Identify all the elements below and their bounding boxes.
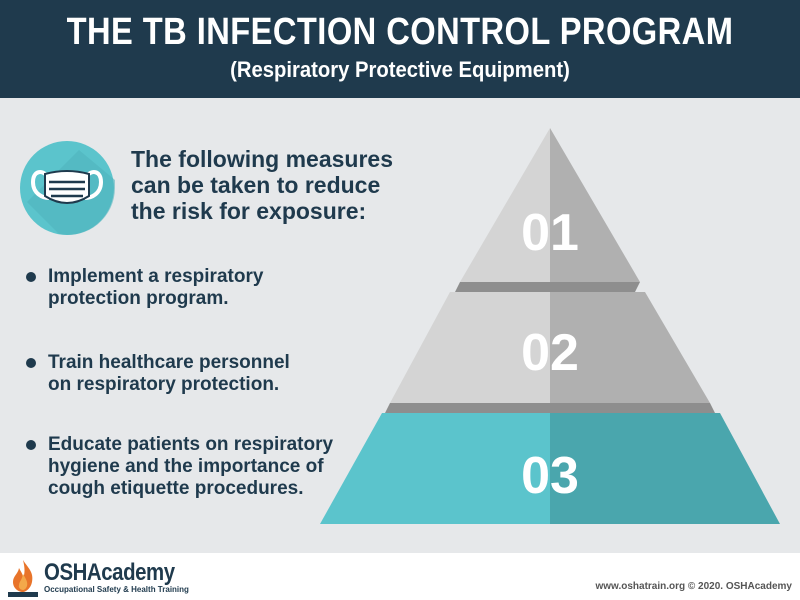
list-item-line: Educate patients on respiratory [48,434,334,455]
pyramid-level-1: 01 [455,128,640,292]
page-subtitle: (Respiratory Protective Equipment) [230,57,570,82]
pyramid-level-1-left [460,128,550,282]
pyramid-level-3: 03 [320,413,780,524]
pyramid-level-1-right [550,128,640,282]
pyramid-level-3-right [550,413,780,524]
oshacademy-logo[interactable]: OSHAcademy Occupational Safety & Health … [6,558,189,598]
logo-tagline: Occupational Safety & Health Training [44,585,189,594]
list-item-line: on respiratory protection. [48,374,280,395]
list-item-line: protection program. [48,288,229,309]
list-item: Train healthcare personnel on respirator… [26,352,290,396]
pyramid-level-2-left [390,292,550,403]
list-item-line: cough etiquette procedures. [48,478,304,499]
page-title: THE TB INFECTION CONTROL PROGRAM [66,11,734,53]
pyramid-level-3-left [320,413,550,524]
list-item-line: hygiene and the importance of [48,456,324,477]
bullet-dot [26,440,36,450]
list-item: Educate patients on respiratory hygiene … [26,434,333,500]
bullet-dot [26,358,36,368]
intro-text: The following measures can be taken to r… [131,146,431,224]
pyramid-diagram: 01 02 03 [320,128,780,524]
pyramid-level-2-shadow [385,403,715,413]
flame-logo-icon [8,560,38,597]
list-item-line: Train healthcare personnel [48,352,290,373]
footer: OSHAcademy Occupational Safety & Health … [0,553,800,600]
pyramid-level-2-right [550,292,710,403]
pyramid-level-2-label: 02 [521,324,579,382]
header-banner: THE TB INFECTION CONTROL PROGRAM (Respir… [0,0,800,98]
list-item-line: Implement a respiratory [48,266,264,287]
pyramid-level-2: 02 [385,292,715,413]
bullet-dot [26,272,36,282]
pyramid-level-1-label: 01 [521,204,579,262]
intro-line: The following measures [131,146,393,172]
pyramid-level-1-shadow [455,282,640,292]
pyramid-level-3-label: 03 [521,447,579,505]
intro-line: can be taken to reduce [131,172,381,198]
copyright-credit: www.oshatrain.org © 2020. OSHAcademy [595,581,792,592]
face-mask-icon [20,141,115,235]
logo-wordmark: OSHAcademy [44,559,175,586]
list-item: Implement a respiratory protection progr… [26,266,263,310]
intro-line: the risk for exposure: [131,198,367,224]
